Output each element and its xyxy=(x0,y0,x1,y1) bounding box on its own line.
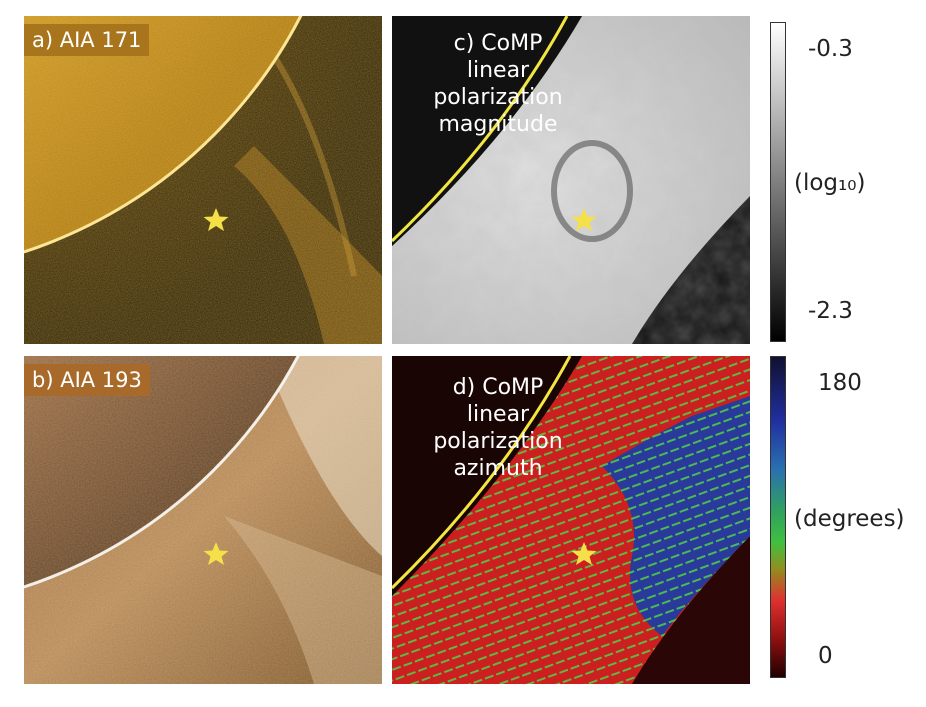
colorbar-log-scale xyxy=(770,22,786,342)
colorbar-bottom-unit: (degrees) xyxy=(794,506,905,532)
aia-171-image xyxy=(24,16,382,344)
colorbar-bottom-max: 180 xyxy=(818,370,862,396)
comp-azimuth-image xyxy=(392,356,750,684)
star-marker xyxy=(571,542,597,565)
colorbar-top-min: -2.3 xyxy=(808,298,853,324)
colorbar-top-unit: (log₁₀) xyxy=(794,170,866,196)
panel-aia-193: b) AIA 193 xyxy=(24,356,382,684)
panel-comp-magnitude: c) CoMP linear polarization magnitude xyxy=(392,16,750,344)
panel-b-label: b) AIA 193 xyxy=(24,364,150,397)
panel-aia-171: a) AIA 171 xyxy=(24,16,382,344)
panel-d-label: d) CoMP linear polarization azimuth xyxy=(433,375,563,481)
colorbar-top-max: -0.3 xyxy=(808,36,853,62)
aia-193-image xyxy=(24,356,382,684)
star-marker xyxy=(571,208,597,231)
colorbar-degrees xyxy=(770,356,786,678)
panel-comp-azimuth: d) CoMP linear polarization azimuth xyxy=(392,356,750,684)
panel-a-label: a) AIA 171 xyxy=(24,24,150,57)
star-marker xyxy=(203,208,229,231)
colorbar-bottom-min: 0 xyxy=(818,643,833,669)
comp-magnitude-image xyxy=(392,16,750,344)
star-marker xyxy=(203,542,229,565)
panel-c-label: c) CoMP linear polarization magnitude xyxy=(433,31,563,137)
